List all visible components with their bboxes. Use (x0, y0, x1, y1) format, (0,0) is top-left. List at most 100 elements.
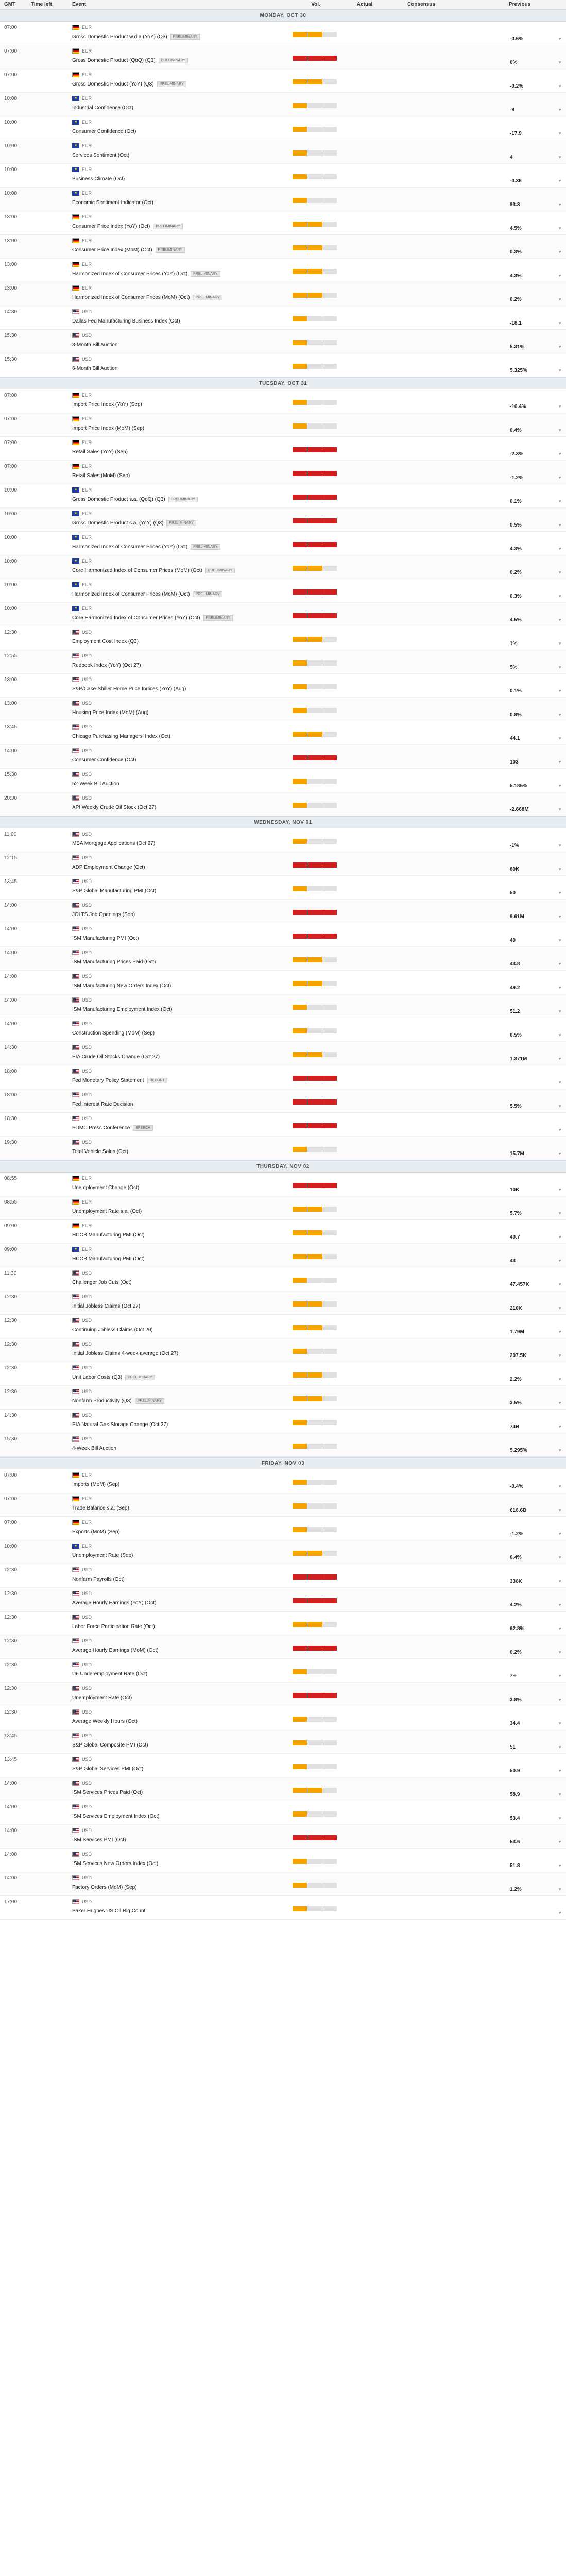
expand-caret-icon[interactable]: ▾ (559, 1080, 561, 1085)
event-row[interactable]: 12:30 USD Unemployment Rate (Oct) 3.8% ▾ (0, 1683, 566, 1706)
expand-caret-icon[interactable]: ▾ (559, 985, 561, 990)
expand-caret-icon[interactable]: ▾ (559, 1839, 561, 1844)
col-consensus[interactable]: Consensus (407, 2, 435, 7)
expand-caret-icon[interactable]: ▾ (559, 1329, 561, 1334)
event-title[interactable]: 3-Month Bill Auction (72, 342, 118, 348)
expand-caret-icon[interactable]: ▾ (559, 759, 561, 765)
event-title[interactable]: Construction Spending (MoM) (Sep) (72, 1030, 155, 1036)
event-row[interactable]: 12:30 USD Average Weekly Hours (Oct) 34.… (0, 1706, 566, 1730)
event-title[interactable]: Harmonized Index of Consumer Prices (MoM… (72, 591, 190, 597)
event-row[interactable]: 15:30 USD 3-Month Bill Auction 5.31% ▾ (0, 330, 566, 353)
expand-caret-icon[interactable]: ▾ (559, 570, 561, 575)
col-event[interactable]: Event (72, 2, 87, 7)
expand-caret-icon[interactable]: ▾ (559, 1531, 561, 1536)
expand-caret-icon[interactable]: ▾ (559, 546, 561, 551)
event-row[interactable]: 17:00 USD Baker Hughes US Oil Rig Count … (0, 1896, 566, 1920)
col-time-left[interactable]: Time left (31, 2, 52, 7)
event-title[interactable]: Unit Labor Costs (Q3) (72, 1375, 123, 1380)
event-row[interactable]: 10:00 EUR Business Climate (Oct) -0.36 ▾ (0, 164, 566, 188)
expand-caret-icon[interactable]: ▾ (559, 1626, 561, 1631)
expand-caret-icon[interactable]: ▾ (559, 273, 561, 278)
expand-caret-icon[interactable]: ▾ (559, 404, 561, 409)
event-title[interactable]: Nonfarm Productivity (Q3) (72, 1398, 132, 1404)
expand-caret-icon[interactable]: ▾ (559, 475, 561, 480)
event-title[interactable]: Consumer Price Index (MoM) (Oct) (72, 247, 152, 253)
event-row[interactable]: 12:30 USD Average Hourly Earnings (YoY) … (0, 1588, 566, 1612)
expand-caret-icon[interactable]: ▾ (559, 1484, 561, 1489)
event-row[interactable]: 12:30 USD Nonfarm Payrolls (Oct) 336K ▾ (0, 1564, 566, 1588)
event-title[interactable]: Challenger Job Cuts (Oct) (72, 1280, 132, 1285)
event-title[interactable]: JOLTS Job Openings (Sep) (72, 912, 135, 918)
event-row[interactable]: 07:00 EUR Gross Domestic Product (QoQ) (… (0, 45, 566, 69)
event-row[interactable]: 12:30 USD U6 Underemployment Rate (Oct) … (0, 1659, 566, 1683)
expand-caret-icon[interactable]: ▾ (559, 1579, 561, 1584)
event-title[interactable]: ISM Manufacturing Employment Index (Oct) (72, 1007, 173, 1012)
expand-caret-icon[interactable]: ▾ (559, 1887, 561, 1892)
expand-caret-icon[interactable]: ▾ (559, 1448, 561, 1453)
expand-caret-icon[interactable]: ▾ (559, 202, 561, 207)
event-title[interactable]: ISM Manufacturing New Orders Index (Oct) (72, 983, 171, 989)
expand-caret-icon[interactable]: ▾ (559, 428, 561, 433)
event-row[interactable]: 14:00 USD Factory Orders (MoM) (Sep) 1.2… (0, 1872, 566, 1896)
event-title[interactable]: Average Weekly Hours (Oct) (72, 1719, 138, 1724)
expand-caret-icon[interactable]: ▾ (559, 1792, 561, 1797)
event-title[interactable]: Initial Jobless Claims 4-week average (O… (72, 1351, 179, 1357)
event-title[interactable]: MBA Mortgage Applications (Oct 27) (72, 841, 156, 846)
event-row[interactable]: 14:00 USD ISM Services New Orders Index … (0, 1849, 566, 1872)
event-row[interactable]: 10:00 EUR Economic Sentiment Indicator (… (0, 188, 566, 211)
event-row[interactable]: 14:30 USD EIA Natural Gas Storage Change… (0, 1410, 566, 1433)
event-row[interactable]: 14:00 USD ISM Services Employment Index … (0, 1801, 566, 1825)
col-actual[interactable]: Actual (356, 2, 373, 7)
expand-caret-icon[interactable]: ▾ (559, 783, 561, 788)
event-row[interactable]: 10:00 EUR Gross Domestic Product s.a. (Q… (0, 484, 566, 508)
event-row[interactable]: 14:00 USD Construction Spending (MoM) (S… (0, 1018, 566, 1042)
event-title[interactable]: EIA Natural Gas Storage Change (Oct 27) (72, 1422, 168, 1428)
event-row[interactable]: 09:00 EUR HCOB Manufacturing PMI (Oct) 4… (0, 1244, 566, 1267)
event-title[interactable]: Initial Jobless Claims (Oct 27) (72, 1303, 141, 1309)
event-row[interactable]: 12:30 USD Average Hourly Earnings (MoM) … (0, 1635, 566, 1659)
event-row[interactable]: 13:00 USD Housing Price Index (MoM) (Aug… (0, 698, 566, 721)
expand-caret-icon[interactable]: ▾ (559, 712, 561, 717)
expand-caret-icon[interactable]: ▾ (559, 1032, 561, 1038)
event-title[interactable]: Average Hourly Earnings (YoY) (Oct) (72, 1600, 157, 1606)
event-title[interactable]: Continuing Jobless Claims (Oct 20) (72, 1327, 153, 1333)
event-row[interactable]: 12:30 USD Nonfarm Productivity (Q3) PREL… (0, 1386, 566, 1410)
event-row[interactable]: 14:00 USD ISM Manufacturing Prices Paid … (0, 947, 566, 971)
event-title[interactable]: Gross Domestic Product (YoY) (Q3) (72, 81, 154, 87)
expand-caret-icon[interactable]: ▾ (559, 843, 561, 848)
event-row[interactable]: 14:00 USD ISM Manufacturing PMI (Oct) 49… (0, 923, 566, 947)
event-row[interactable]: 07:00 EUR Gross Domestic Product (YoY) (… (0, 69, 566, 93)
event-row[interactable]: 13:45 USD S&P Global Composite PMI (Oct)… (0, 1730, 566, 1754)
expand-caret-icon[interactable]: ▾ (559, 178, 561, 183)
event-row[interactable]: 10:00 EUR Harmonized Index of Consumer P… (0, 532, 566, 555)
expand-caret-icon[interactable]: ▾ (559, 1353, 561, 1358)
event-title[interactable]: Gross Domestic Product s.a. (QoQ) (Q3) (72, 497, 165, 502)
event-title[interactable]: Average Hourly Earnings (MoM) (Oct) (72, 1648, 159, 1653)
event-title[interactable]: Harmonized Index of Consumer Prices (YoY… (72, 544, 188, 550)
event-row[interactable]: 20:30 USD API Weekly Crude Oil Stock (Oc… (0, 792, 566, 816)
event-title[interactable]: ADP Employment Change (Oct) (72, 865, 145, 870)
expand-caret-icon[interactable]: ▾ (559, 499, 561, 504)
event-title[interactable]: Unemployment Rate (Sep) (72, 1553, 133, 1558)
event-title[interactable]: U6 Underemployment Rate (Oct) (72, 1671, 148, 1677)
event-row[interactable]: 07:00 EUR Import Price Index (YoY) (Sep)… (0, 389, 566, 413)
expand-caret-icon[interactable]: ▾ (559, 1282, 561, 1287)
expand-caret-icon[interactable]: ▾ (559, 736, 561, 741)
event-row[interactable]: 11:30 USD Challenger Job Cuts (Oct) 47.4… (0, 1267, 566, 1291)
expand-caret-icon[interactable]: ▾ (559, 522, 561, 528)
expand-caret-icon[interactable]: ▾ (559, 641, 561, 646)
event-title[interactable]: Dallas Fed Manufacturing Business Index … (72, 318, 180, 324)
event-row[interactable]: 14:00 USD JOLTS Job Openings (Sep) 9.61M… (0, 900, 566, 923)
event-row[interactable]: 12:30 USD Initial Jobless Claims (Oct 27… (0, 1291, 566, 1315)
expand-caret-icon[interactable]: ▾ (559, 1673, 561, 1679)
event-row[interactable]: 10:00 EUR Consumer Confidence (Oct) -17.… (0, 116, 566, 140)
event-title[interactable]: Harmonized Index of Consumer Prices (MoM… (72, 295, 190, 300)
event-title[interactable]: Consumer Confidence (Oct) (72, 757, 136, 763)
event-title[interactable]: Import Price Index (YoY) (Sep) (72, 402, 142, 408)
event-row[interactable]: 14:00 USD Consumer Confidence (Oct) 103 … (0, 745, 566, 769)
event-row[interactable]: 10:00 EUR Industrial Confidence (Oct) -9… (0, 93, 566, 116)
event-row[interactable]: 19:30 USD Total Vehicle Sales (Oct) 15.7… (0, 1137, 566, 1160)
event-title[interactable]: Retail Sales (YoY) (Sep) (72, 449, 128, 455)
event-title[interactable]: HCOB Manufacturing PMI (Oct) (72, 1256, 145, 1262)
expand-caret-icon[interactable]: ▾ (559, 938, 561, 943)
